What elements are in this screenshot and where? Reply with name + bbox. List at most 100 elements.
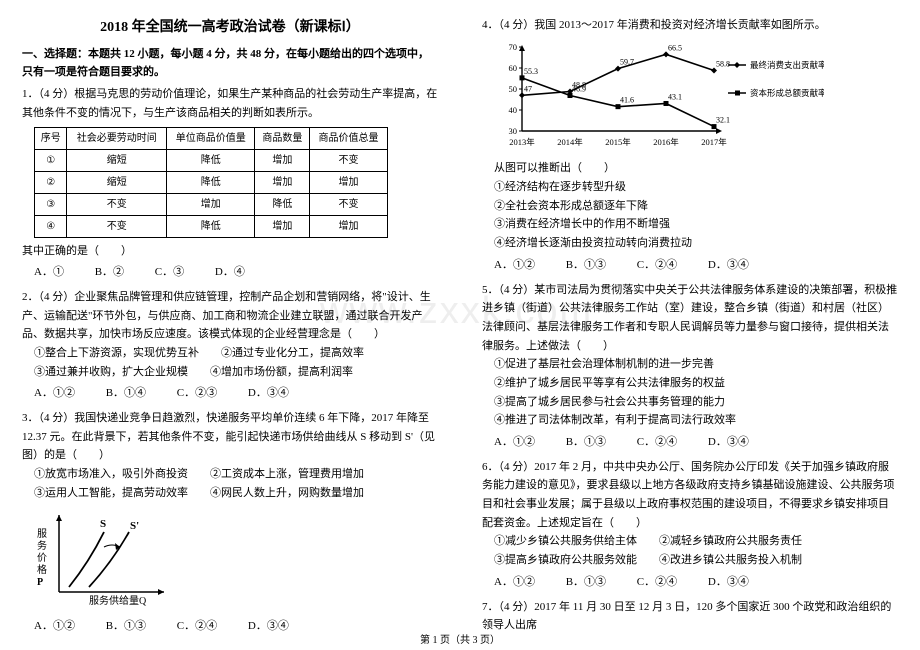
ylabel-1: 服 [37,528,47,540]
td: 增加 [255,215,310,237]
svg-text:40: 40 [509,105,518,115]
td: 不变 [67,193,167,215]
q2-stem: 2．（4 分）企业聚焦品牌管理和供应链管理，控制产品企划和营销网络，将"设计、生… [22,288,438,344]
option-c: C．③ [155,263,184,282]
arrow-right-icon [158,589,164,595]
q5-options: A．①② B．①③ C．②④ D．③④ [482,433,898,452]
q4-item: ①经济结构在逐步转型升级 [494,178,898,197]
page-title: 2018 年全国统一高考政治试卷（新课标Ⅰ） [22,16,438,36]
q5-item: ②维护了城乡居民平等享有公共法律服务的权益 [494,374,898,393]
td: 缩短 [67,171,167,193]
th: 单位商品价值量 [167,127,255,149]
question-4: 4．（4 分）我国 2013～2017 年消费和投资对经济增长贡献率如图所示。 … [482,16,898,275]
svg-text:47: 47 [524,84,532,93]
curve-s-prime [89,532,129,587]
option-c: C．②④ [637,433,677,452]
td: 增加 [310,215,387,237]
supply-curve-chart: S S' 服 务 价 格 P 服务供给量Q [34,507,174,607]
q3-chart: S S' 服 务 价 格 P 服务供给量Q [34,507,438,614]
question-2: 2．（4 分）企业聚焦品牌管理和供应链管理，控制产品企划和营销网络，将"设计、生… [22,288,438,403]
svg-text:50: 50 [509,84,518,94]
section-heading: 一、选择题：本题共 12 小题，每小题 4 分，共 48 分，在每小题给出的四个… [22,46,438,81]
option-b: B．② [95,263,124,282]
q6-items: ①减少乡镇公共服务供给主体 ②减轻乡镇政府公共服务责任 ③提高乡镇政府公共服务效… [482,532,898,569]
question-7: 7．（4 分）2017 年 11 月 30 日至 12 月 3 日，120 多个… [482,598,898,635]
svg-text:60: 60 [509,63,518,73]
question-1: 1．（4 分）根据马克思的劳动价值理论，如果生产某种商品的社会劳动生产率提高，在… [22,85,438,282]
svg-text:2015年: 2015年 [605,137,631,147]
question-5: 5．（4 分）某市司法局为贯彻落实中央关于公共法律服务体系建设的决策部署，积极推… [482,281,898,452]
q3-item-line: ①放宽市场准入，吸引外商投资 ②工资成本上涨，管理费用增加 [34,465,438,484]
q2-item-line: ①整合上下游资源，实现优势互补 ②通过专业化分工，提高效率 [34,344,438,363]
label-s: S [100,518,106,530]
td: ③ [35,193,67,215]
svg-text:32.1: 32.1 [716,115,730,124]
q3-items: ①放宽市场准入，吸引外商投资 ②工资成本上涨，管理费用增加 ③运用人工智能，提高… [22,465,438,502]
th: 序号 [35,127,67,149]
svg-text:59.7: 59.7 [620,57,634,66]
curve-s [69,532,104,587]
td: 降低 [167,171,255,193]
option-c: C．②③ [177,384,217,403]
option-d: D．④ [215,263,245,282]
svg-text:资本形成总额贡献率: 资本形成总额贡献率 [750,88,824,98]
th: 社会必要劳动时间 [67,127,167,149]
option-a: A．①② [34,384,75,403]
q4-afterchart: 从图可以推断出（ ） [482,159,898,178]
svg-text:70: 70 [509,42,518,52]
option-a: A．① [34,263,64,282]
q6-options: A．①② B．①③ C．②④ D．③④ [482,573,898,592]
table-row: ①缩短降低增加不变 [35,149,388,171]
td: 增加 [310,171,387,193]
q7-stem: 7．（4 分）2017 年 11 月 30 日至 12 月 3 日，120 多个… [482,598,898,635]
q1-tail: 其中正确的是（ ） [22,242,438,261]
option-a: A．①② [34,617,75,636]
td: 增加 [255,149,310,171]
q3-stem: 3．（4 分）我国快递业竞争日趋激烈，快递服务平均单价连续 6 年下降，2017… [22,409,438,465]
q2-options: A．①② B．①④ C．②③ D．③④ [22,384,438,403]
option-d: D．③④ [708,573,749,592]
question-3: 3．（4 分）我国快递业竞争日趋激烈，快递服务平均单价连续 6 年下降，2017… [22,409,438,636]
option-b: B．①③ [566,433,606,452]
q5-items: ①促进了基层社会治理体制机制的进一步完善 ②维护了城乡居民平等享有公共法律服务的… [482,355,898,430]
q5-item: ①促进了基层社会治理体制机制的进一步完善 [494,355,898,374]
td: ① [35,149,67,171]
option-d: D．③④ [248,617,289,636]
svg-text:46.9: 46.9 [572,84,586,93]
q1-table: 序号 社会必要劳动时间 单位商品价值量 商品数量 商品价值总量 ①缩短降低增加不… [34,127,388,238]
option-d: D．③④ [708,433,749,452]
svg-text:2014年: 2014年 [557,137,583,147]
option-c: C．②④ [637,256,677,275]
td: 缩短 [67,149,167,171]
option-d: D．③④ [708,256,749,275]
q4-chart: 30405060702013年2014年2015年2016年2017年4748.… [494,39,898,156]
option-b: B．①③ [106,617,146,636]
q4-options: A．①② B．①③ C．②④ D．③④ [482,256,898,275]
svg-text:最终消费支出贡献率: 最终消费支出贡献率 [750,60,824,70]
option-d: D．③④ [248,384,289,403]
option-c: C．②④ [637,573,677,592]
svg-text:66.5: 66.5 [668,43,682,52]
q5-stem: 5．（4 分）某市司法局为贯彻落实中央关于公共法律服务体系建设的决策部署，积极推… [482,281,898,356]
q4-items: ①经济结构在逐步转型升级 ②全社会资本形成总额逐年下降 ③消费在经济增长中的作用… [482,178,898,253]
q1-stem: 1．（4 分）根据马克思的劳动价值理论，如果生产某种商品的社会劳动生产率提高，在… [22,85,438,122]
ylabel-3: 价 [37,552,47,564]
option-a: A．①② [494,433,535,452]
q5-item: ③提高了城乡居民参与社会公共事务管理的能力 [494,393,898,412]
contribution-line-chart: 30405060702013年2014年2015年2016年2017年4748.… [494,39,824,149]
option-a: A．①② [494,573,535,592]
svg-text:2013年: 2013年 [509,137,535,147]
svg-text:43.1: 43.1 [668,92,682,101]
q5-item: ④推进了司法体制改革，有利于提高司法行政效率 [494,411,898,430]
q3-item-line: ③运用人工智能，提高劳动效率 ④网民人数上升，网购数量增加 [34,484,438,503]
td: 不变 [67,215,167,237]
q6-item-line: ③提高乡镇政府公共服务效能 ④改进乡镇公共服务投入机制 [494,551,898,570]
ylabel-4: 格 [37,563,47,576]
td: 降低 [255,193,310,215]
option-b: B．①③ [566,256,606,275]
svg-text:2016年: 2016年 [653,137,679,147]
table-row: ②缩短降低增加增加 [35,171,388,193]
q4-item: ③消费在经济增长中的作用不断增强 [494,215,898,234]
option-b: B．①③ [566,573,606,592]
label-s-prime: S' [130,520,139,532]
